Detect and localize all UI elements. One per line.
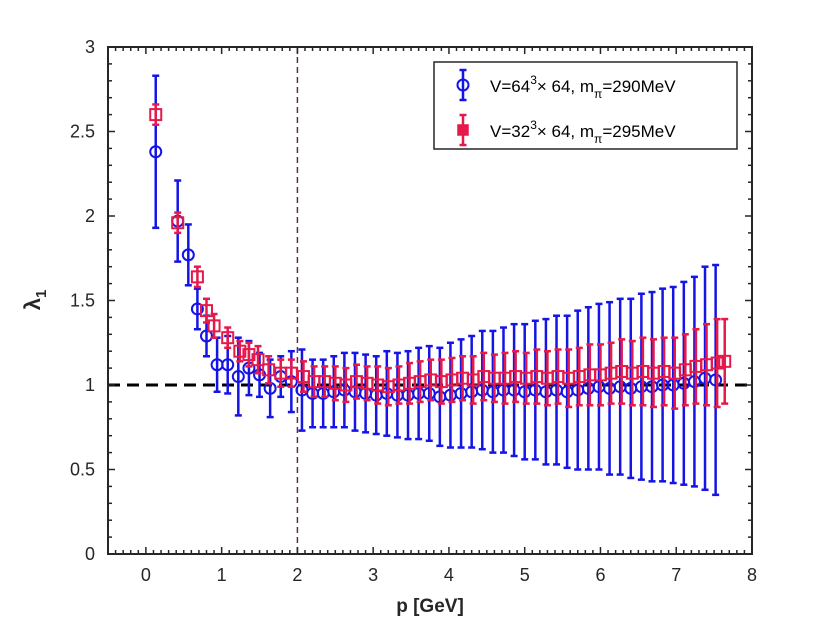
series-2-point-8 bbox=[251, 353, 265, 367]
legend-label-2-part-2: × 64, m bbox=[537, 122, 594, 141]
legend-marker-1 bbox=[456, 78, 470, 92]
y-tick-label-4: 2 bbox=[85, 206, 95, 226]
series-1-point-7 bbox=[231, 370, 245, 384]
legend-label-1-part-3: π bbox=[594, 87, 602, 101]
y-tick-label-3: 1.5 bbox=[70, 291, 95, 311]
series-2-point-52 bbox=[718, 354, 732, 368]
x-tick-label-0: 0 bbox=[141, 565, 151, 585]
legend-box bbox=[433, 61, 738, 150]
legend-entry-2: V=323× 64, mπ=295MeV bbox=[457, 113, 676, 147]
series-1-point-0 bbox=[149, 145, 163, 159]
series-layer bbox=[149, 74, 732, 497]
x-tick-label-7: 7 bbox=[671, 565, 681, 585]
x-tick-label-6: 6 bbox=[595, 565, 605, 585]
legend-label-2-part-3: π bbox=[594, 132, 602, 146]
legend-label-2: V=323× 64, mπ=295MeV bbox=[490, 118, 676, 146]
series-2-point-0 bbox=[149, 108, 163, 122]
series-1-point-4 bbox=[199, 329, 213, 343]
legend-marker-2 bbox=[457, 124, 469, 136]
legend-label-1-part-1: 3 bbox=[530, 73, 537, 87]
series-1 bbox=[149, 74, 723, 497]
y-axis-title: λ1 bbox=[20, 290, 50, 311]
y-tick-label-2: 1 bbox=[85, 375, 95, 395]
series-1-point-3 bbox=[190, 302, 204, 316]
legend-label-2-part-4: =295MeV bbox=[602, 122, 676, 141]
x-tick-label-8: 8 bbox=[747, 565, 757, 585]
y-tick-label-6: 3 bbox=[85, 37, 95, 57]
series-2-point-6 bbox=[233, 344, 247, 358]
axis-tick-labels: 0 1 2 3 4 5 6 7 8 0 0.5 1 1.5 2 2.5 3 bbox=[70, 37, 757, 585]
series-2-point-3 bbox=[199, 304, 213, 318]
y-tick-label-0: 0 bbox=[85, 544, 95, 564]
series-1-point-2 bbox=[181, 248, 195, 262]
y-axis-title-subscript: 1 bbox=[33, 290, 50, 298]
legend-label-1-part-4: =290MeV bbox=[602, 77, 676, 96]
y-axis-title-main: λ bbox=[20, 298, 45, 310]
y-tick-label-5: 2.5 bbox=[70, 122, 95, 142]
x-tick-label-3: 3 bbox=[368, 565, 378, 585]
series-1-point-6 bbox=[221, 358, 235, 372]
axis-ticks bbox=[107, 46, 753, 555]
x-tick-label-1: 1 bbox=[217, 565, 227, 585]
x-tick-label-2: 2 bbox=[292, 565, 302, 585]
series-2-point-4 bbox=[207, 319, 221, 333]
series-1-point-52 bbox=[709, 373, 723, 387]
series-2-point-2 bbox=[190, 270, 204, 284]
series-2-point-11 bbox=[284, 366, 298, 380]
legend-label-1-part-0: V=64 bbox=[490, 77, 530, 96]
series-2-point-9 bbox=[262, 363, 276, 377]
x-axis-title: p [GeV] bbox=[396, 596, 464, 617]
legend-label-1-part-2: × 64, m bbox=[537, 77, 594, 96]
y-tick-label-1: 0.5 bbox=[70, 460, 95, 480]
legend-label-2-part-1: 3 bbox=[530, 118, 537, 132]
reference-lines bbox=[108, 47, 752, 554]
legend-label-2-part-0: V=32 bbox=[490, 122, 530, 141]
series-2-point-1 bbox=[171, 216, 185, 230]
series-2-point-51 bbox=[710, 356, 724, 370]
legend-label-1: V=643× 64, mπ=290MeV bbox=[490, 73, 676, 101]
series-2 bbox=[149, 103, 732, 410]
series-2-point-5 bbox=[221, 331, 235, 345]
x-tick-label-4: 4 bbox=[444, 565, 454, 585]
x-tick-label-5: 5 bbox=[520, 565, 530, 585]
legend-entry-1: V=643× 64, mπ=290MeV bbox=[456, 68, 676, 102]
